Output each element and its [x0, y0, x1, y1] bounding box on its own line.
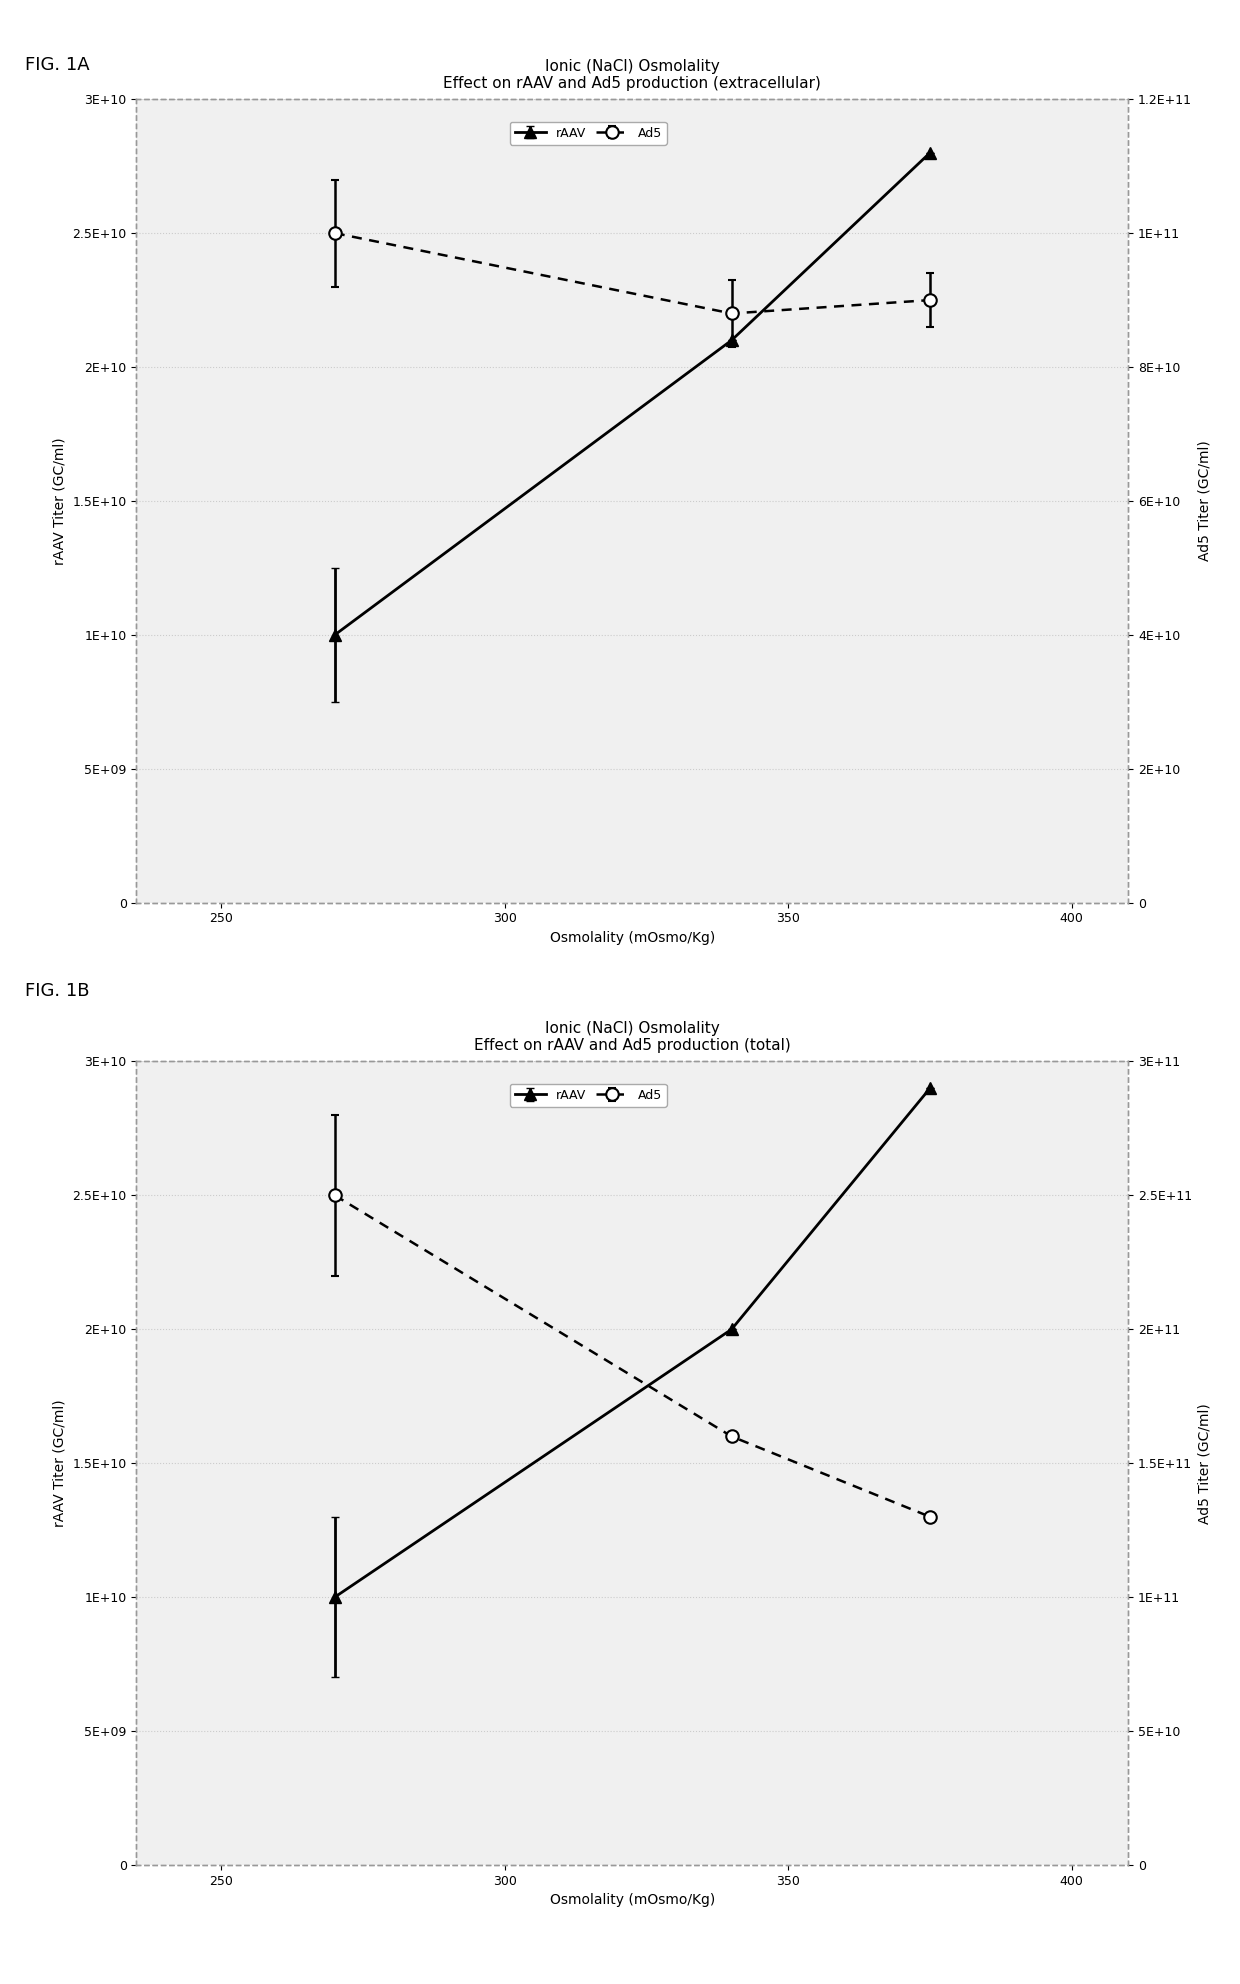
- Title: Ionic (NaCl) Osmolality
Effect on rAAV and Ad5 production (extracellular): Ionic (NaCl) Osmolality Effect on rAAV a…: [444, 60, 821, 91]
- Y-axis label: rAAV Titer (GC/ml): rAAV Titer (GC/ml): [53, 436, 67, 565]
- Y-axis label: Ad5 Titer (GC/ml): Ad5 Titer (GC/ml): [1198, 1403, 1211, 1524]
- Text: FIG. 1B: FIG. 1B: [25, 982, 89, 1000]
- X-axis label: Osmolality (mOsmo/Kg): Osmolality (mOsmo/Kg): [549, 1893, 715, 1907]
- Y-axis label: Ad5 Titer (GC/ml): Ad5 Titer (GC/ml): [1198, 440, 1211, 561]
- Y-axis label: rAAV Titer (GC/ml): rAAV Titer (GC/ml): [53, 1399, 67, 1528]
- Legend: rAAV, Ad5: rAAV, Ad5: [510, 121, 667, 145]
- Text: FIG. 1A: FIG. 1A: [25, 56, 89, 73]
- Title: Ionic (NaCl) Osmolality
Effect on rAAV and Ad5 production (total): Ionic (NaCl) Osmolality Effect on rAAV a…: [474, 1022, 791, 1054]
- X-axis label: Osmolality (mOsmo/Kg): Osmolality (mOsmo/Kg): [549, 930, 715, 944]
- Legend: rAAV, Ad5: rAAV, Ad5: [510, 1083, 667, 1107]
